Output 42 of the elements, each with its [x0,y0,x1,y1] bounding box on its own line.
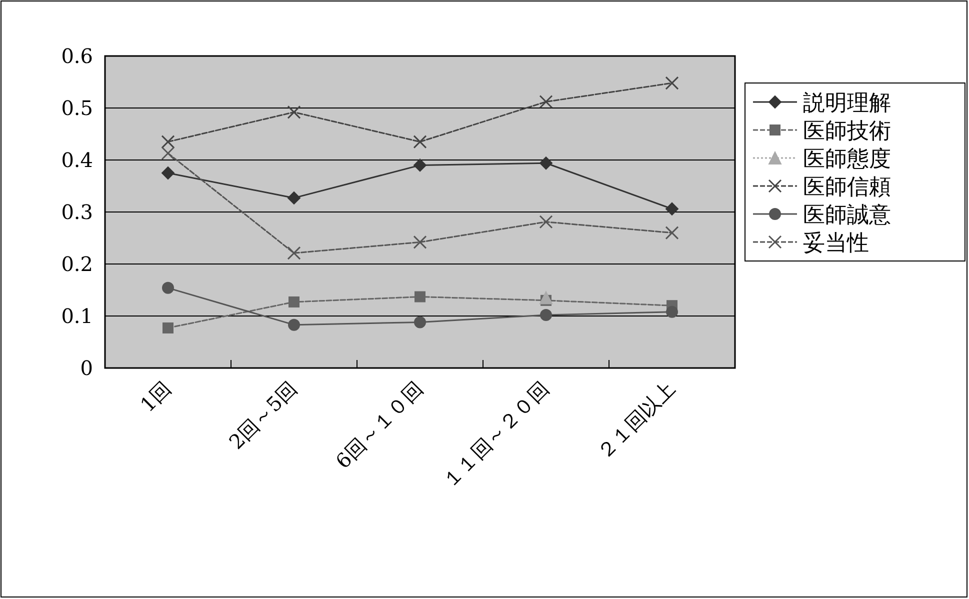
x-tick-label: ２１回以上 [592,376,680,464]
point [161,135,175,149]
point [288,191,300,204]
y-tick-label: 0 [80,356,93,380]
point [540,156,552,170]
point [162,166,174,180]
y-tick-label: 0.2 [61,252,93,276]
x-tick-label: 2回～5回 [224,376,302,454]
point [539,215,553,229]
point [413,235,427,249]
point [161,146,175,160]
y-tick-label: 0.1 [61,304,93,328]
x-tick-label: 1回 [135,376,176,417]
legend-label: 医師信頼 [803,175,891,200]
point [287,246,301,260]
legend-label: 医師誠意 [803,203,891,228]
point [539,95,553,109]
legend-label: 医師技術 [803,119,891,144]
x-tick-label: 6回～１０回 [330,376,428,474]
point [414,316,426,328]
point [414,158,426,172]
y-tick-label: 0.5 [61,96,93,120]
y-tick-label: 0.3 [61,200,93,224]
point [540,291,552,304]
point [288,318,300,331]
point [666,202,678,216]
y-tick-label: 0.4 [61,148,93,172]
legend-label: 説明理解 [803,91,891,116]
legend-label: 妥当性 [803,231,869,256]
x-tick-label: １１回～２０回 [438,376,554,493]
point [287,105,301,119]
point [162,282,174,294]
legend-label: 医師態度 [803,147,891,172]
point [414,291,426,302]
point [666,306,678,318]
point [162,322,174,334]
point [665,226,679,240]
point [665,76,679,90]
y-tick-label: 0.6 [61,44,93,68]
point [288,296,300,308]
point [540,308,552,321]
point [413,135,427,149]
